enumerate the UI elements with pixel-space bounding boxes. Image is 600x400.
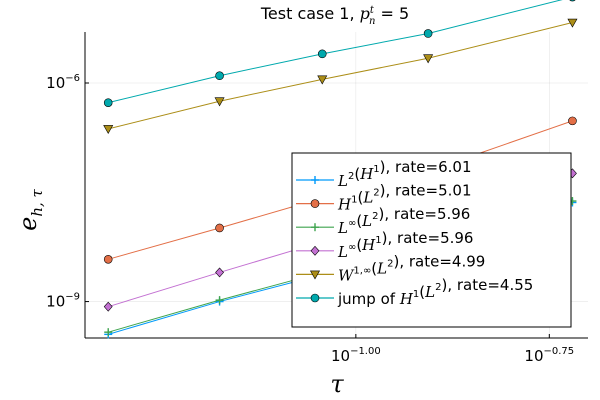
data-point: [569, 0, 576, 2]
series-5: [103, 18, 578, 135]
data-point: [104, 328, 113, 337]
legend-entry: H1(L2), rate=5.01: [296, 182, 472, 214]
legend-entry: jump of H1(L2), rate=4.55: [296, 276, 533, 308]
data-point: [215, 267, 224, 278]
legend-box: [291, 152, 572, 328]
data-point: [567, 18, 578, 28]
x-tick-label: 10−0.75: [524, 346, 574, 365]
legend-label: L∞(L2), rate=5.96: [337, 205, 470, 237]
axes: [84, 32, 588, 339]
legend-entry: L2(H1), rate=6.01: [296, 158, 472, 190]
chart-title: Test case 1, pt n = 5: [260, 4, 409, 27]
data-point: [317, 75, 328, 85]
legend-marker: [311, 223, 319, 232]
legend-marker: [310, 293, 320, 303]
data-point: [103, 301, 113, 312]
legend-marker: [309, 270, 321, 280]
y-tick-label: 10−6: [46, 73, 80, 92]
legend-entry: L∞(H1), rate=5.96: [296, 229, 473, 261]
tick-labels: 10−1.00 10−0.75 10−9 10−6: [46, 73, 574, 365]
legend-marker: [310, 245, 320, 256]
x-tick-label: 10−1.00: [331, 346, 381, 365]
x-axis-label: τ: [330, 370, 344, 398]
legend-label: jump of H1(L2), rate=4.55: [337, 276, 533, 308]
legend-marker: [310, 199, 320, 208]
series-6: [103, 0, 576, 107]
svg-text:eh, τ: eh, τ: [14, 188, 46, 230]
y-tick-label: 10−9: [46, 292, 80, 311]
legend-entry: L∞(L2), rate=5.96: [296, 205, 470, 237]
legend-label: L∞(H1), rate=5.96: [337, 229, 473, 261]
data-point: [103, 98, 113, 107]
data-point: [568, 116, 577, 126]
legend-entry: W1,∞(L2), rate=4.99: [296, 252, 485, 284]
data-point: [215, 223, 224, 233]
series-line: [108, 22, 573, 130]
data-point: [103, 125, 114, 135]
legend-label: W1,∞(L2), rate=4.99: [338, 252, 485, 284]
data-point: [423, 29, 433, 38]
y-axis-label: eh, τ: [14, 188, 46, 230]
data-point: [103, 255, 113, 264]
data-point: [215, 71, 224, 81]
data-point: [423, 54, 434, 64]
legend-label: H1(L2), rate=5.01: [337, 182, 472, 214]
data-point: [317, 49, 327, 59]
legend-label: L2(H1), rate=6.01: [337, 158, 472, 190]
legend-marker: [311, 176, 319, 184]
data-point: [214, 97, 225, 107]
data-point: [215, 296, 224, 305]
